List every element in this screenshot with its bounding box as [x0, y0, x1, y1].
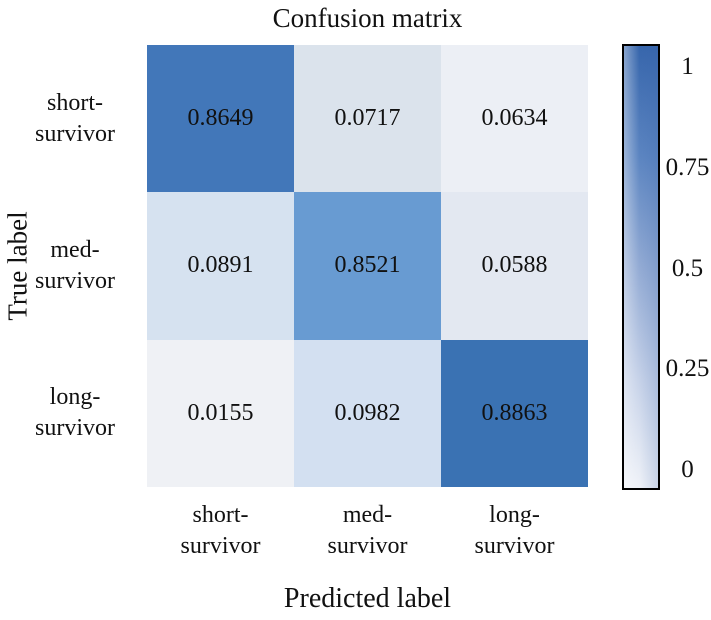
colorbar-tick-label: 0.25 — [665, 355, 710, 383]
matrix-cell: 0.0982 — [294, 339, 441, 487]
colorbar-tick-label: 0.5 — [671, 254, 704, 282]
matrix-cell: 0.0634 — [441, 45, 588, 193]
x-axis-label: Predicted label — [283, 583, 452, 614]
x-tick-label: long-survivor — [474, 502, 555, 559]
y-tick-label: long-survivor — [35, 384, 115, 442]
colorbar — [622, 44, 660, 490]
matrix-cell: 0.0891 — [147, 192, 294, 340]
matrix-cell: 0.0588 — [441, 192, 588, 340]
y-tick-label: med-survivor — [35, 237, 115, 294]
colorbar-tick-label: 0 — [681, 456, 694, 483]
chart-title: Confusion matrix — [272, 3, 463, 33]
matrix-cell: 0.8863 — [441, 339, 588, 487]
heatmap-grid: 0.8649 0.0717 0.0634 0.0891 0.8521 0.0588 0.01… — [147, 45, 588, 487]
x-tick-label: short-survivor — [180, 502, 261, 559]
matrix-cell: 0.0155 — [147, 339, 294, 487]
x-tick-label: med-survivor — [327, 502, 408, 559]
colorbar-tick-label: 1 — [681, 53, 694, 80]
colorbar-tick-label: 0.75 — [665, 153, 710, 181]
matrix-cell: 0.8649 — [147, 45, 294, 193]
matrix-cell: 0.8521 — [294, 192, 441, 340]
y-tick-label: short-survivor — [35, 89, 115, 147]
matrix-cell: 0.0717 — [294, 45, 441, 193]
